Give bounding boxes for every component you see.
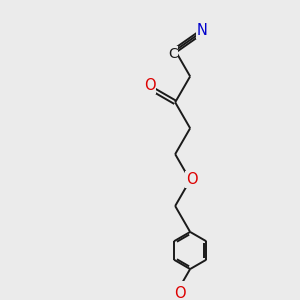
Text: N: N — [197, 23, 208, 38]
Text: O: O — [186, 172, 197, 187]
Text: O: O — [174, 286, 186, 300]
Text: C: C — [168, 47, 178, 61]
Text: O: O — [144, 78, 155, 93]
